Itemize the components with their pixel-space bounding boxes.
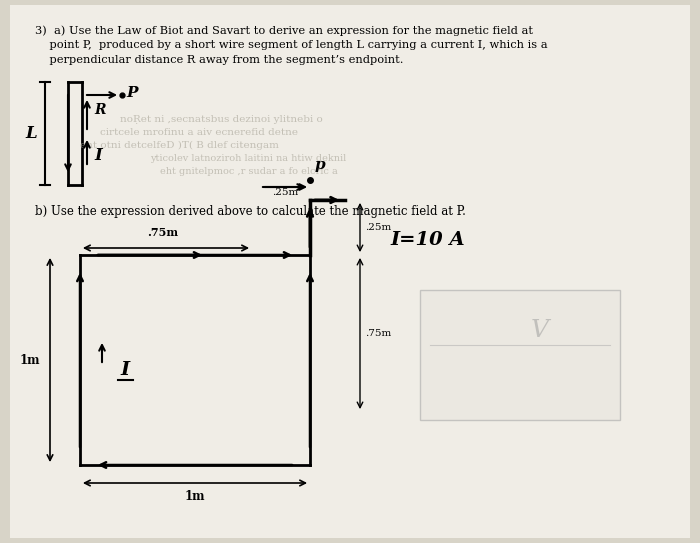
Text: P: P [126,86,137,100]
Text: R: R [94,103,106,117]
Text: p: p [315,158,326,172]
Text: perpendicular distance R away from the segment’s endpoint.: perpendicular distance R away from the s… [35,55,403,65]
Text: 1m: 1m [20,353,41,367]
Text: eht otni detcelfeD )T( B dlef citengam: eht otni detcelfeD )T( B dlef citengam [80,141,279,150]
Text: L: L [25,124,36,142]
Text: yticolev latnoziroh laitini na htiw deknil: yticolev latnoziroh laitini na htiw dekn… [150,154,346,163]
Text: I: I [120,361,130,379]
Text: V: V [531,319,549,342]
Text: .25m: .25m [365,223,391,231]
Text: .75m: .75m [148,227,178,238]
Text: I: I [94,147,102,163]
Text: eht gnitelpmoc ,r sudar a fo elcric a: eht gnitelpmoc ,r sudar a fo elcric a [160,167,337,176]
Text: I=10 A: I=10 A [390,231,465,249]
Bar [420,290,620,420]
Text: 3)  a) Use the Law of Biot and Savart to derive an expression for the magnetic f: 3) a) Use the Law of Biot and Savart to … [35,25,533,35]
Text: .75m: .75m [365,329,391,338]
Text: noṚet ni ,secnatsbus dezinoi ylitnebi o: noṚet ni ,secnatsbus dezinoi ylitnebi o [120,115,323,124]
Text: b) Use the expression derived above to calculate the magnetic field at P.: b) Use the expression derived above to c… [35,205,466,218]
Text: .25m: .25m [272,188,298,197]
Text: 1m: 1m [185,490,205,503]
Text: point P,  produced by a short wire segment of length L carrying a current I, whi: point P, produced by a short wire segmen… [35,40,547,50]
Text: cirtcele mrofinu a aiv ecnerefid detne: cirtcele mrofinu a aiv ecnerefid detne [100,128,298,137]
